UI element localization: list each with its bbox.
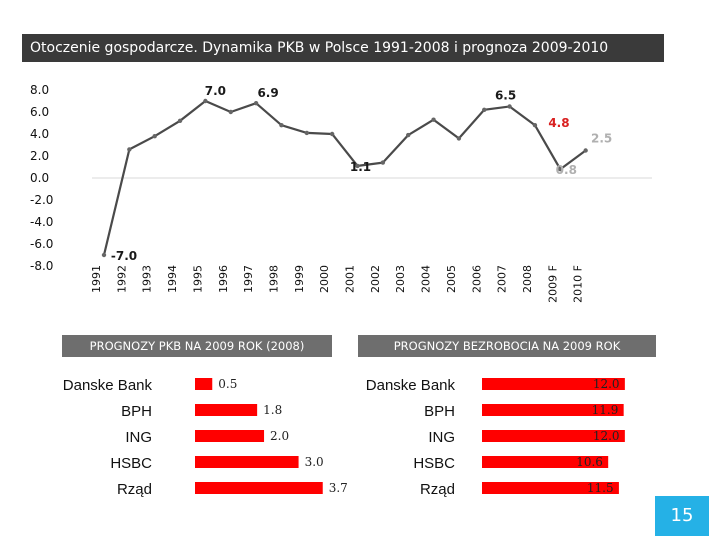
x-tick-label: 2005 [445, 265, 458, 293]
bar-value-label: 12.0 [593, 429, 620, 443]
gdp-data-point [228, 109, 233, 115]
gdp-data-point [380, 160, 386, 165]
bar-1-mark [195, 482, 323, 494]
bar-category-label: Rząd [117, 481, 152, 498]
bar-category-label: Rząd [420, 481, 455, 498]
y-tick-label: 4.0 [30, 127, 49, 141]
y-tick-label: 0.0 [30, 171, 49, 185]
gdp-data-label: -7.0 [111, 249, 137, 263]
x-tick-label: 1999 [293, 265, 306, 293]
unemployment-forecast-header: PROGNOZY BEZROBOCIA NA 2009 ROK [358, 335, 656, 357]
bar-1-mark [195, 456, 299, 468]
bar-value-label: 10.6 [576, 455, 603, 469]
gdp-data-point [406, 132, 411, 138]
bar-value-label: 3.0 [305, 455, 324, 469]
page-title: Otoczenie gospodarcze. Dynamika PKB w Po… [22, 34, 664, 62]
bar-value-label: 1.8 [263, 403, 282, 417]
bar-value-label: 11.9 [592, 403, 619, 417]
bar-2-mark [482, 456, 609, 468]
bar-category-label: HSBC [110, 455, 152, 472]
gdp-data-point [304, 130, 309, 136]
gdp-data-point [558, 167, 563, 172]
y-tick-label: -8.0 [30, 259, 53, 273]
x-tick-label: 2007 [496, 265, 509, 293]
gdp-data-point [355, 163, 360, 169]
gdp-data-point [152, 134, 157, 139]
y-tick-label: -6.0 [30, 237, 53, 251]
bar-category-label: ING [125, 429, 152, 446]
x-tick-label: 2006 [470, 265, 483, 293]
gdp-data-point [203, 98, 208, 104]
gdp-data-label: 4.8 [548, 116, 569, 130]
y-tick-label: -2.0 [30, 193, 53, 207]
gdp-data-label: 0.8 [556, 163, 577, 177]
bar-1-mark [195, 378, 213, 390]
x-tick-label: 1992 [115, 265, 128, 293]
bar-value-label: 11.5 [587, 481, 614, 495]
gdp-forecast-header: PROGNOZY PKB NA 2009 ROK (2008) [62, 335, 332, 357]
gdp-data-point [431, 117, 436, 122]
gdp-data-label: 7.0 [205, 84, 226, 98]
gdp-data-point [456, 136, 462, 141]
bar-category-label: Danske Bank [63, 377, 153, 394]
x-tick-label: 1997 [242, 265, 255, 293]
x-tick-label: 1991 [90, 265, 103, 293]
bar-category-label: ING [428, 429, 455, 446]
bar-category-label: BPH [121, 403, 152, 420]
x-tick-label: 2008 [521, 265, 534, 293]
bar-2-mark [482, 430, 625, 442]
bar-value-label: 3.7 [329, 481, 348, 495]
y-tick-label: 8.0 [30, 83, 49, 97]
bar-value-label: 2.0 [270, 429, 289, 443]
gdp-series-line [102, 99, 587, 256]
x-tick-label: 2003 [394, 265, 407, 293]
bar-category-label: HSBC [413, 455, 455, 472]
gdp-data-point [482, 107, 487, 113]
x-tick-label: 2009 F [546, 265, 559, 303]
gdp-data-label: 1.1 [350, 160, 371, 174]
gdp-data-point [329, 131, 335, 137]
bar-value-label: 0.5 [218, 377, 237, 391]
gdp-data-point [177, 118, 183, 124]
gdp-data-label: 2.5 [591, 132, 612, 146]
x-tick-label: 2001 [344, 265, 357, 293]
y-tick-label: 2.0 [30, 149, 49, 163]
bar-category-label: BPH [424, 403, 455, 420]
y-tick-label: 6.0 [30, 105, 49, 119]
x-tick-label: 1994 [166, 265, 179, 293]
gdp-data-point [532, 123, 538, 128]
bar-2-mark [482, 482, 619, 494]
gdp-data-point [583, 148, 588, 153]
x-tick-label: 2010 F [572, 265, 585, 303]
gdp-data-point [101, 252, 107, 258]
bar-value-label: 12.0 [593, 377, 620, 391]
x-tick-label: 1996 [217, 265, 230, 293]
gdp-data-label: 6.9 [257, 86, 278, 100]
page-number-badge: 15 [655, 496, 709, 536]
bar-2-mark [482, 378, 625, 390]
bar-2-mark [482, 404, 624, 416]
gdp-data-label: 6.5 [495, 89, 516, 103]
x-tick-label: 2002 [369, 265, 382, 293]
y-tick-label: -4.0 [30, 215, 53, 229]
gdp-data-point [127, 147, 132, 152]
x-tick-label: 1993 [141, 265, 154, 293]
x-tick-label: 1995 [191, 265, 204, 293]
bar-1-mark [195, 430, 265, 442]
x-tick-label: 2004 [420, 265, 433, 293]
gdp-data-point [507, 104, 512, 109]
gdp-data-point [253, 101, 259, 106]
gdp-data-point [279, 123, 284, 128]
bar-1-mark [195, 404, 258, 416]
x-tick-label: 2000 [318, 265, 331, 293]
x-tick-label: 1998 [267, 265, 280, 293]
bar-category-label: Danske Bank [366, 377, 456, 394]
